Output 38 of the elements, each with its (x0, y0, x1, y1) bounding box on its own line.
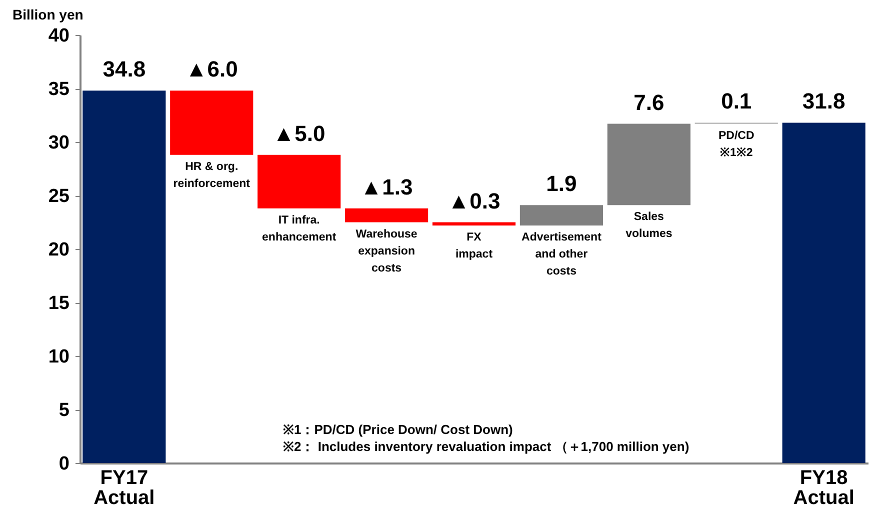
bar (520, 205, 603, 226)
y-tick-label: 25 (48, 186, 70, 207)
bar (82, 90, 166, 463)
y-tick-label: 30 (48, 132, 70, 154)
x-tick-label: IT infra. enhancement (262, 214, 336, 244)
x-tick-label: FX impact (455, 231, 493, 260)
y-tick-label: 15 (48, 293, 70, 314)
y-tick-label: 20 (48, 240, 70, 260)
data-label: ▲1.3 (360, 174, 413, 200)
y-axis-title: Billion yen (12, 6, 84, 22)
y-tick-label: 35 (48, 79, 70, 100)
annotation: ※2： Includes inventory revaluation impact （＋1,700 million yen) (283, 439, 690, 454)
bar (432, 222, 516, 226)
data-label: 0.1 (721, 88, 752, 114)
x-tick-label: HR & org. reinforcement (173, 160, 250, 190)
bar (782, 122, 866, 463)
bar (258, 154, 341, 208)
x-tick-label: Warehouse expansion costs (356, 228, 418, 274)
bar (607, 124, 690, 206)
data-label: 34.8 (102, 56, 146, 82)
y-tick-label: 0 (58, 454, 70, 474)
data-label: 7.6 (634, 90, 664, 115)
y-tick-label: 40 (48, 26, 70, 46)
x-tick-label: Sales volumes (626, 211, 672, 240)
annotation: ※1：PD/CD (Price Down/ Cost Down) (283, 422, 513, 437)
data-label: ▲6.0 (185, 56, 238, 82)
bar (345, 208, 428, 222)
data-label: 1.9 (546, 171, 577, 196)
data-label: ▲0.3 (448, 188, 500, 214)
x-tick-label: FY18 Actual (793, 467, 854, 509)
data-label: ▲5.0 (272, 120, 326, 146)
y-tick-label: 5 (58, 400, 70, 421)
y-tick-label: 10 (48, 346, 70, 368)
x-tick-label: PD/CD ※1※2 (718, 130, 754, 159)
x-tick-label: FY17 Actual (94, 467, 155, 509)
bar (170, 90, 254, 155)
data-label: 31.8 (802, 88, 846, 114)
x-tick-label: Advertisement and other costs (522, 231, 602, 278)
